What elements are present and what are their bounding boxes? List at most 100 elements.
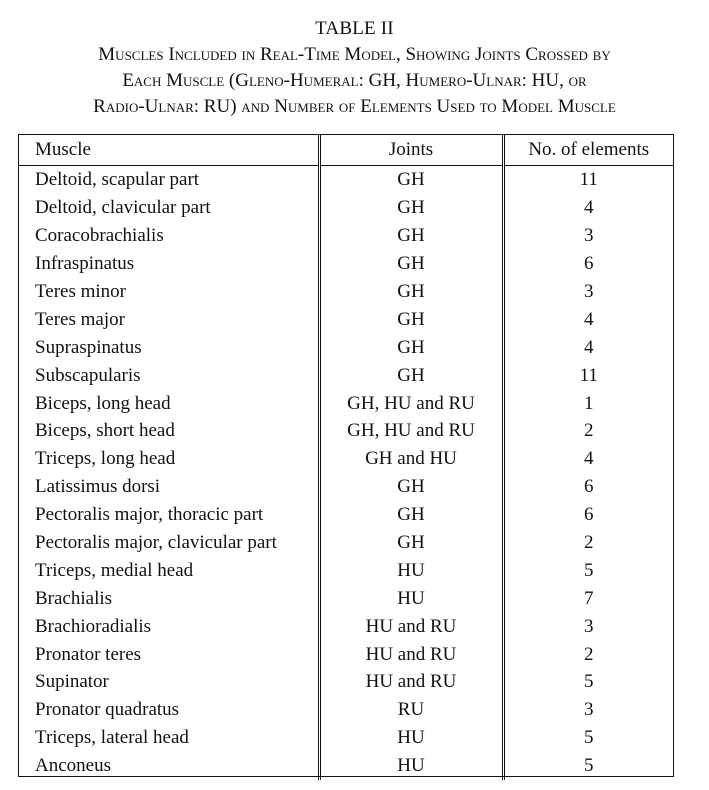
cell-joints: GH, HU and RU <box>319 417 505 445</box>
cell-elements: 4 <box>584 448 594 470</box>
header-muscle: Muscle <box>19 135 321 166</box>
table-row: Latissimus dorsi GH 6 <box>19 472 673 501</box>
cell-muscle: Deltoid, scapular part <box>19 165 321 194</box>
cell-muscle: Teres minor <box>19 277 321 306</box>
cell-muscle: Pectoralis major, thoracic part <box>19 500 321 529</box>
cell-joints: GH, HU and RU <box>319 389 505 418</box>
cell-elements: 6 <box>584 504 594 526</box>
cell-elements: 6 <box>584 476 594 498</box>
table-row: Biceps, short head GH, HU and RU 2 <box>19 417 673 445</box>
cell-muscle: Triceps, lateral head <box>19 723 321 752</box>
table-row: Infraspinatus GH 6 <box>19 249 673 278</box>
cell-elements: 4 <box>584 336 594 358</box>
cell-muscle: Biceps, short head <box>19 417 321 445</box>
header-elements: No. of elements <box>503 135 673 166</box>
header-row: Muscle Joints No. of elements <box>19 135 673 166</box>
cell-joints: GH <box>319 361 505 390</box>
cell-joints: RU <box>319 695 505 724</box>
cell-joints: HU <box>319 751 505 780</box>
table-row: Anconeus HU 5 <box>19 751 673 780</box>
cell-elements: 3 <box>584 699 594 721</box>
table-row: Pronator teres HU and RU 2 <box>19 640 673 669</box>
cell-elements: 4 <box>584 308 594 330</box>
table-row: Deltoid, clavicular part GH 4 <box>19 193 673 222</box>
cell-elements: 3 <box>584 615 594 637</box>
table-row: Triceps, lateral head HU 5 <box>19 723 673 752</box>
caption-line-3: Radio-Ulnar: RU) and Number of Elements … <box>93 96 616 117</box>
cell-muscle: Biceps, long head <box>19 389 321 418</box>
cell-elements: 4 <box>584 197 594 219</box>
table-caption: TABLE II Muscles Included in Real-Time M… <box>0 16 709 120</box>
table-row: Supinator HU and RU 5 <box>19 668 673 696</box>
table-row: Pectoralis major, thoracic part GH 6 <box>19 500 673 529</box>
cell-muscle: Deltoid, clavicular part <box>19 193 321 222</box>
cell-muscle: Supraspinatus <box>19 333 321 362</box>
cell-muscle: Coracobrachialis <box>19 221 321 250</box>
cell-muscle: Pectoralis major, clavicular part <box>19 528 321 557</box>
cell-elements: 2 <box>584 643 594 665</box>
cell-elements: 5 <box>584 671 594 693</box>
cell-muscle: Brachialis <box>19 584 321 613</box>
header-joints: Joints <box>319 135 505 166</box>
table-row: Pronator quadratus RU 3 <box>19 695 673 724</box>
cell-muscle: Teres major <box>19 305 321 334</box>
table-row: Triceps, medial head HU 5 <box>19 556 673 585</box>
table-row: Pectoralis major, clavicular part GH 2 <box>19 528 673 557</box>
cell-joints: HU <box>319 556 505 585</box>
cell-joints: GH <box>319 165 505 194</box>
caption-line-1: Muscles Included in Real-Time Model, Sho… <box>98 44 611 65</box>
cell-muscle: Subscapularis <box>19 361 321 390</box>
table-row: Teres minor GH 3 <box>19 277 673 306</box>
cell-joints: HU and RU <box>319 640 505 669</box>
cell-joints: GH <box>319 472 505 501</box>
cell-elements: 1 <box>584 392 594 414</box>
cell-joints: GH <box>319 528 505 557</box>
table-row: Supraspinatus GH 4 <box>19 333 673 362</box>
cell-joints: GH <box>319 500 505 529</box>
cell-elements: 11 <box>579 364 598 386</box>
cell-muscle: Pronator quadratus <box>19 695 321 724</box>
cell-joints: GH <box>319 333 505 362</box>
cell-elements: 5 <box>584 755 594 777</box>
table-row: Deltoid, scapular part GH 11 <box>19 165 673 194</box>
table-row: Biceps, long head GH, HU and RU 1 <box>19 389 673 418</box>
table-row: Triceps, long head GH and HU 4 <box>19 444 673 473</box>
cell-elements: 5 <box>584 727 594 749</box>
table-row: Subscapularis GH 11 <box>19 361 673 390</box>
cell-muscle: Triceps, medial head <box>19 556 321 585</box>
cell-joints: HU and RU <box>319 668 505 696</box>
cell-joints: GH <box>319 221 505 250</box>
table-row: Teres major GH 4 <box>19 305 673 334</box>
cell-joints: GH <box>319 305 505 334</box>
cell-elements: 3 <box>584 225 594 247</box>
cell-muscle: Brachioradialis <box>19 612 321 641</box>
cell-muscle: Supinator <box>19 668 321 696</box>
table-title: TABLE II <box>315 18 394 39</box>
caption-line-2: Each Muscle (Gleno-Humeral: GH, Humero-U… <box>122 70 587 91</box>
cell-elements: 6 <box>584 253 594 275</box>
table-body: Deltoid, scapular part GH 11 Deltoid, clavi… <box>19 165 673 780</box>
cell-joints: HU <box>319 584 505 613</box>
cell-joints: HU <box>319 723 505 752</box>
cell-elements: 2 <box>584 420 594 442</box>
table-row: Brachialis HU 7 <box>19 584 673 613</box>
cell-muscle: Latissimus dorsi <box>19 472 321 501</box>
cell-joints: GH and HU <box>319 444 505 473</box>
table-row: Coracobrachialis GH 3 <box>19 221 673 250</box>
data-table: Muscle Joints No. of elements Deltoid, s… <box>19 135 673 780</box>
cell-elements: 3 <box>584 281 594 302</box>
cell-joints: GH <box>319 277 505 306</box>
cell-elements: 2 <box>584 532 594 554</box>
cell-elements: 11 <box>579 169 598 191</box>
cell-muscle: Triceps, long head <box>19 444 321 473</box>
cell-elements: 7 <box>584 587 594 609</box>
cell-joints: GH <box>319 193 505 222</box>
cell-joints: HU and RU <box>319 612 505 641</box>
muscle-table: Muscle Joints No. of elements Deltoid, s… <box>18 134 674 780</box>
cell-joints: GH <box>319 249 505 278</box>
table-row: Brachioradialis HU and RU 3 <box>19 612 673 641</box>
cell-muscle: Anconeus <box>19 751 321 780</box>
cell-muscle: Pronator teres <box>19 640 321 669</box>
cell-muscle: Infraspinatus <box>19 249 321 278</box>
cell-elements: 5 <box>584 559 594 581</box>
